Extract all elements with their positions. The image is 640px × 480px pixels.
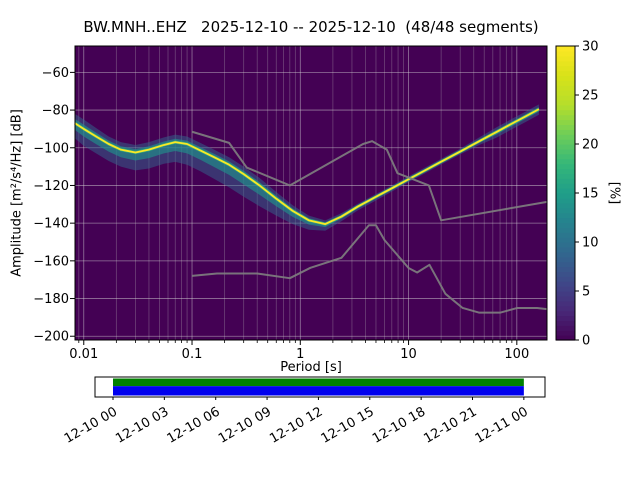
colorbar-tick-label: 30 <box>582 40 599 55</box>
timeline-coverage-bottom <box>113 386 524 396</box>
timeline-tick-label: 12-10 09 <box>216 404 274 446</box>
y-tick-label: −80 <box>42 104 69 119</box>
ppsd-mode-line <box>74 108 540 225</box>
timeline-tick-label: 12-10 06 <box>165 404 223 446</box>
colorbar-tick-label: 25 <box>582 89 599 104</box>
colorbar-tick-label: 5 <box>582 285 590 300</box>
x-tick-label: 10 <box>400 347 417 362</box>
noise-model-nlnm <box>191 224 548 314</box>
x-tick-label: 100 <box>504 347 529 362</box>
timeline-tick-label: 12-10 00 <box>62 404 120 446</box>
ppsd-distribution <box>74 104 540 231</box>
noise-model-nhnm <box>191 130 548 222</box>
x-tick-label: 0.1 <box>182 347 203 362</box>
timeline-tick-label: 12-10 21 <box>421 404 479 446</box>
y-tick-label: −140 <box>33 217 69 232</box>
y-tick-label: −100 <box>33 141 69 156</box>
y-tick-label: −160 <box>33 254 69 269</box>
axes: 0.01 0.1 1 10 100 −200 −180 −160 −140 −120 −100 −80… <box>33 45 548 362</box>
timeline-tick-label: 12-10 15 <box>319 404 377 446</box>
noise-model-lines <box>191 130 548 314</box>
timeline-tick-label: 12-10 12 <box>267 404 325 446</box>
plot-background <box>75 46 547 340</box>
timeline-tick-label: 12-11 00 <box>473 404 531 446</box>
x-axis-label: Period [s] <box>280 360 342 375</box>
y-axis-label: Amplitude [m²/s⁴/Hz] [dB] <box>9 109 25 277</box>
timeline-coverage-top <box>113 378 524 387</box>
y-tick-label: −180 <box>33 292 69 307</box>
x-tick-label: 1 <box>296 347 304 362</box>
x-tick-label: 0.01 <box>69 347 98 362</box>
colorbar-tick-label: 15 <box>582 187 599 202</box>
y-tick-label: −60 <box>42 66 69 81</box>
y-tick-label: −120 <box>33 179 69 194</box>
y-tick-label: −200 <box>33 330 69 345</box>
colorbar-label: [%] <box>606 181 622 205</box>
colorbar-tick-label: 0 <box>582 334 590 349</box>
colorbar-tick-label: 10 <box>582 236 599 251</box>
colorbar-tick-label: 20 <box>582 138 599 153</box>
timeline-tick-label: 12-10 03 <box>113 404 171 446</box>
colorbar: 0 5 10 15 20 25 30 <box>555 40 599 349</box>
plot-title: BW.MNH..EHZ 2025-12-10 -- 2025-12-10 (48… <box>83 18 539 36</box>
timeline-tick-label: 12-10 18 <box>370 404 428 446</box>
